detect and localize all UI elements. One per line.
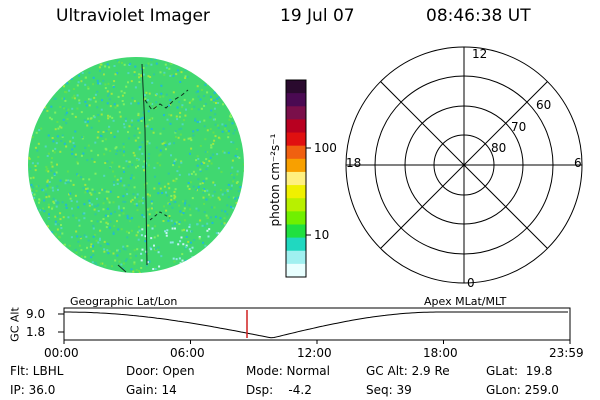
mlt-label-6: 6	[574, 156, 582, 170]
orbit-y-axis-label: GC Alt	[8, 307, 22, 342]
colorbar-band	[286, 106, 306, 120]
lat-label-70: 70	[511, 120, 527, 134]
time-label: 08:46:38 UT	[426, 6, 531, 26]
instrument-title: Ultraviolet Imager	[56, 6, 210, 26]
status-door: Door: Open	[126, 364, 195, 378]
colorbar-band	[286, 80, 306, 94]
colorbar-band	[286, 198, 306, 212]
orbit-y-tick-min: 1.8	[26, 325, 46, 339]
mlt-label-18: 18	[346, 156, 362, 170]
orbit-right-label: Apex MLat/MLT	[424, 295, 507, 308]
colorbar-band	[286, 224, 306, 239]
status-gc-alt: GC Alt: 2.9 Re	[366, 364, 450, 378]
orbit-x-tick-0600: 06:00	[170, 346, 205, 360]
colorbar-band	[286, 250, 306, 265]
status-dsp: Dsp: -4.2	[246, 383, 312, 397]
status-glon: GLon: 259.0	[486, 383, 559, 397]
lat-label-60: 60	[536, 98, 552, 112]
status-gain: Gain: 14	[126, 383, 177, 397]
polar-plot	[345, 46, 583, 284]
lat-label-80: 80	[491, 141, 507, 155]
colorbar-band	[286, 93, 306, 107]
status-seq: Seq: 39	[366, 383, 412, 397]
colorbar-tick-100: 100	[314, 141, 337, 155]
orbit-x-tick-0000: 00:00	[44, 346, 79, 360]
date-label: 19 Jul 07	[280, 6, 355, 26]
colorbar-band	[286, 132, 306, 147]
status-ip: IP: 36.0	[10, 383, 56, 397]
colorbar-tick-10: 10	[314, 228, 330, 242]
colorbar-band	[286, 211, 306, 225]
status-filter: Flt: LBHL	[10, 364, 64, 378]
orbit-left-label: Geographic Lat/Lon	[70, 295, 178, 308]
mlt-label-12: 12	[472, 47, 488, 61]
colorbar-band	[286, 171, 306, 186]
colorbar-band	[286, 237, 306, 252]
colorbar-frame	[285, 79, 307, 278]
colorbar-band	[286, 185, 306, 199]
orbit-x-tick-1800: 18:00	[423, 346, 458, 360]
colorbar-band	[286, 263, 306, 278]
orbit-y-tick-max: 9.0	[26, 307, 46, 321]
orbit-plot	[58, 307, 571, 344]
colorbar-band	[286, 145, 306, 160]
mlt-label-0: 0	[467, 276, 475, 290]
orbit-x-tick-2359: 23:59	[549, 346, 584, 360]
status-mode: Mode: Normal	[246, 364, 330, 378]
uv-image-disk	[28, 57, 244, 273]
colorbar-band	[286, 119, 306, 134]
orbit-x-tick-1200: 12:00	[297, 346, 332, 360]
colorbar-band	[286, 158, 306, 173]
colorbar	[286, 80, 306, 278]
colorbar-unit-label: photon cm⁻²s⁻¹	[268, 133, 282, 227]
status-glat: GLat: 19.8	[486, 364, 553, 378]
